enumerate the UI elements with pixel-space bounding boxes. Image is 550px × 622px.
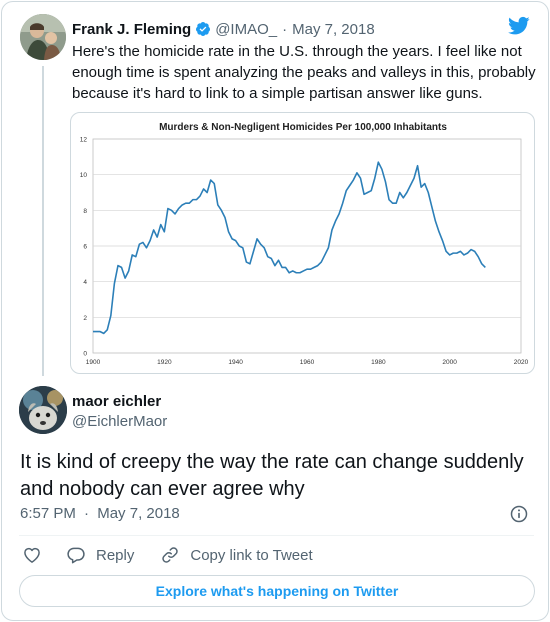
thread-connector-line xyxy=(42,66,44,376)
chart-x-tick-label: 2020 xyxy=(514,359,529,366)
chart-x-tick-label: 2000 xyxy=(442,359,457,366)
reply-button[interactable]: Reply xyxy=(66,545,134,565)
verified-badge-icon xyxy=(196,22,211,36)
chart-y-tick-label: 6 xyxy=(83,244,87,251)
quoted-tweet-date[interactable]: May 7, 2018 xyxy=(292,20,375,38)
avatar-photo-icon xyxy=(19,386,67,434)
chart-grid xyxy=(92,138,522,354)
heart-icon xyxy=(24,547,40,563)
quoted-author-handle[interactable]: @IMAO_ xyxy=(215,20,278,38)
chart-y-tick-labels: 0 2 4 6 8 10 12 xyxy=(80,137,88,358)
explore-twitter-button[interactable]: Explore what's happening on Twitter xyxy=(19,575,535,607)
reply-date: May 7, 2018 xyxy=(97,505,180,522)
chart-x-tick-labels: 1900 1920 1940 1960 1980 2000 2020 xyxy=(86,359,529,366)
reply-tweet-text: It is kind of creepy the way the rate ca… xyxy=(20,451,524,500)
divider xyxy=(19,535,534,536)
reply-author-avatar[interactable] xyxy=(19,386,67,434)
reply-bubble-icon xyxy=(67,547,85,564)
homicide-rate-series-line xyxy=(93,161,486,335)
reply-label: Reply xyxy=(96,546,135,564)
avatar-photo-icon xyxy=(20,14,66,60)
quoted-author-name[interactable]: Frank J. Fleming xyxy=(72,20,192,38)
quoted-tweet-header: Frank J. Fleming @IMAO_ · May 7, 2018 xyxy=(72,19,375,39)
reply-author-handle[interactable]: @EichlerMaor xyxy=(72,413,168,430)
quoted-tweet-text: Here's the homicide rate in the U.S. thr… xyxy=(72,43,536,102)
homicide-rate-line-chart: Murders & Non-Negligent Homicides Per 10… xyxy=(80,122,529,366)
quoted-author-avatar[interactable] xyxy=(20,14,66,60)
chart-y-tick-label: 12 xyxy=(80,137,88,144)
meta-separator: · xyxy=(282,20,288,38)
tweet-media-chart[interactable]: Murders & Non-Negligent Homicides Per 10… xyxy=(70,112,535,374)
chart-y-tick-label: 2 xyxy=(83,315,87,322)
chart-y-tick-label: 8 xyxy=(83,208,87,215)
info-icon[interactable] xyxy=(509,504,529,524)
like-button[interactable] xyxy=(22,545,42,565)
reply-time: 6:57 PM xyxy=(20,505,76,522)
twitter-bird-icon[interactable] xyxy=(508,16,530,36)
copy-link-label: Copy link to Tweet xyxy=(190,546,313,564)
chart-y-tick-label: 4 xyxy=(83,279,87,286)
chart-y-tick-label: 0 xyxy=(83,351,87,358)
chart-x-tick-label: 1940 xyxy=(228,359,243,366)
chart-y-tick-label: 10 xyxy=(80,172,88,179)
reply-author-name[interactable]: maor eichler xyxy=(72,393,162,410)
meta-separator: · xyxy=(84,505,90,522)
reply-timestamp[interactable]: 6:57 PM · May 7, 2018 xyxy=(20,505,180,522)
copy-link-button[interactable]: Copy link to Tweet xyxy=(160,545,313,565)
chart-title: Murders & Non-Negligent Homicides Per 10… xyxy=(159,122,447,133)
chart-x-tick-label: 1980 xyxy=(371,359,386,366)
chart-x-tick-label: 1920 xyxy=(157,359,172,366)
chart-x-tick-label: 1900 xyxy=(86,359,101,366)
chart-x-tick-label: 1960 xyxy=(300,359,315,366)
link-icon xyxy=(162,547,179,563)
tweet-actions-bar: Reply Copy link to Tweet xyxy=(22,544,313,566)
